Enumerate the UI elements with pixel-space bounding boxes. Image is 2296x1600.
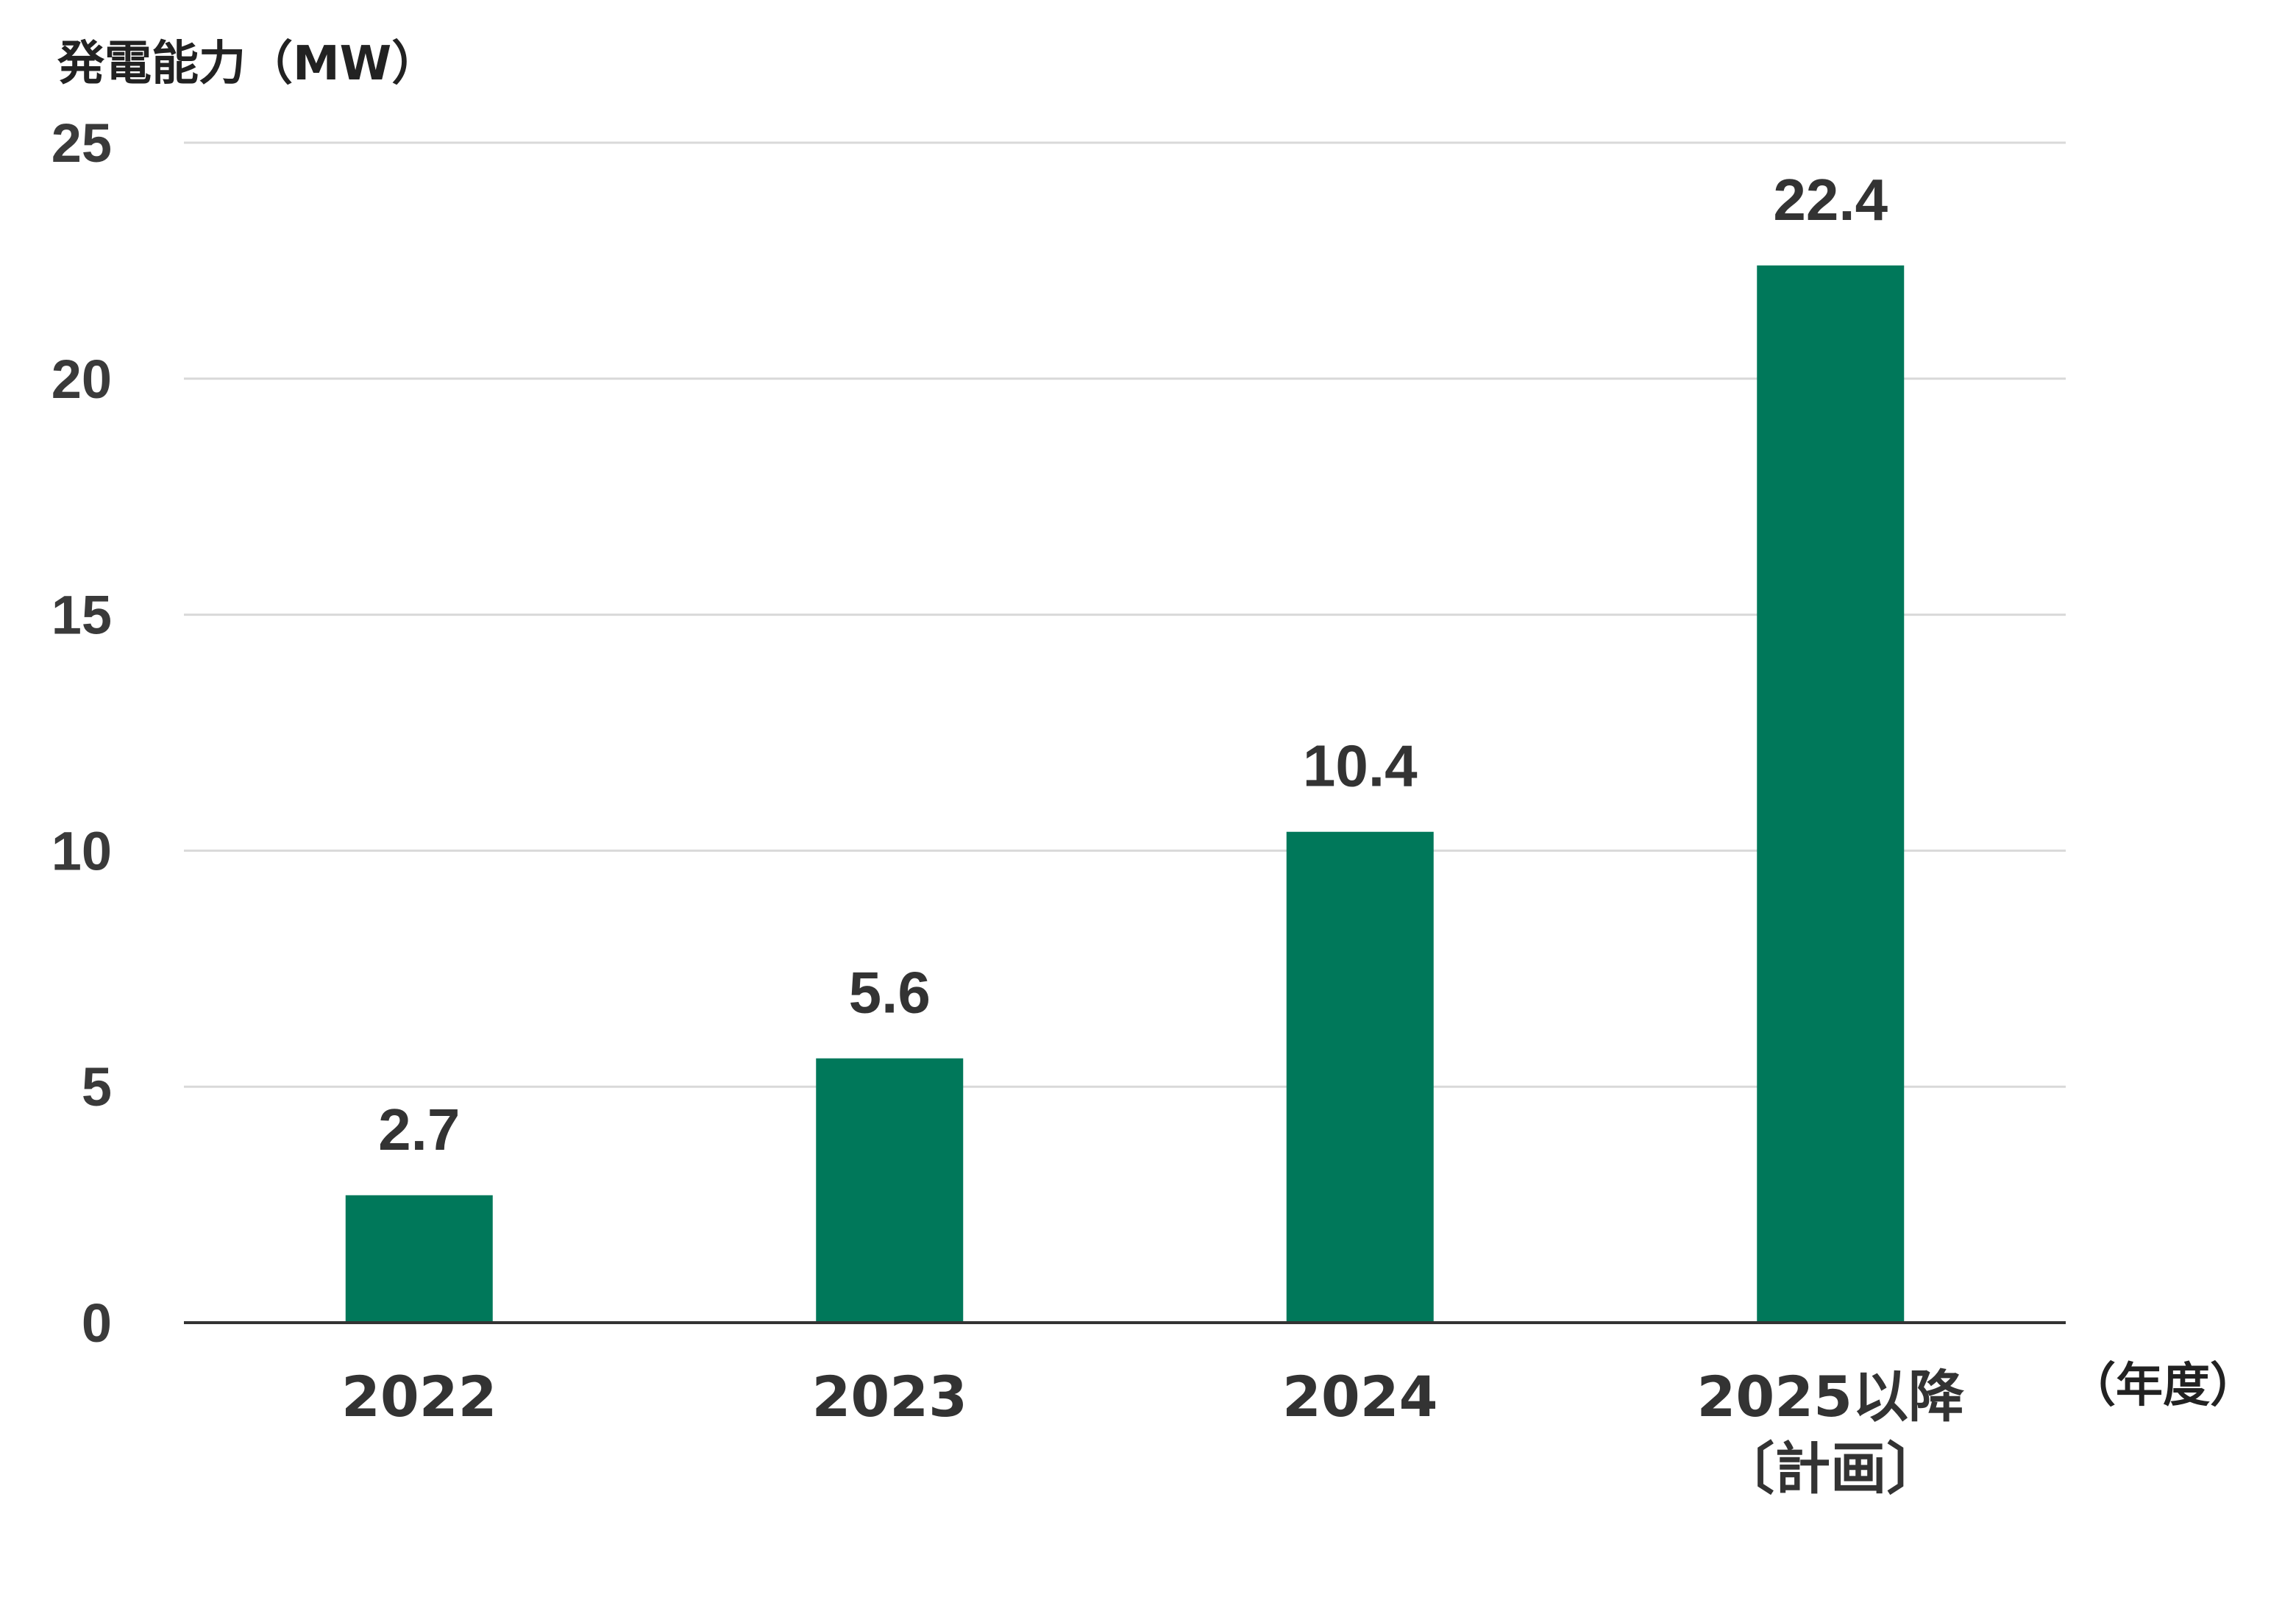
gridlines (184, 141, 2066, 1088)
x-tick-label: 2023 (811, 1364, 967, 1429)
bars (345, 265, 1905, 1323)
x-tick-label: 2025以降 (1696, 1364, 1964, 1429)
bar (1286, 831, 1434, 1323)
y-tick-label: 20 (51, 349, 112, 410)
bar (816, 1058, 964, 1323)
bar (345, 1195, 493, 1323)
data-label: 10.4 (1303, 733, 1418, 799)
y-tick-label: 25 (51, 113, 112, 174)
y-tick-label: 0 (82, 1293, 112, 1354)
y-axis-ticks: 0 5 10 15 20 25 (51, 113, 112, 1354)
x-axis-title: （年度） (2069, 1359, 2257, 1413)
x-tick-label: 2024 (1282, 1364, 1438, 1429)
y-tick-label: 5 (82, 1056, 112, 1117)
x-tick-label: 2022 (341, 1364, 497, 1429)
data-label: 5.6 (849, 960, 931, 1025)
value-labels: 2.7 5.6 10.4 22.4 (378, 167, 1888, 1162)
x-axis-ticks: 2022 2023 2024 2025以降〔計画〕 (341, 1364, 1964, 1501)
x-tick-label: 〔計画〕 (1719, 1436, 1942, 1501)
bar (1757, 265, 1905, 1323)
y-tick-label: 10 (51, 820, 112, 881)
data-label: 2.7 (378, 1097, 460, 1162)
y-axis-title: 発電能力（MW） (57, 37, 438, 91)
y-tick-label: 15 (51, 585, 112, 646)
data-label: 22.4 (1773, 167, 1888, 232)
